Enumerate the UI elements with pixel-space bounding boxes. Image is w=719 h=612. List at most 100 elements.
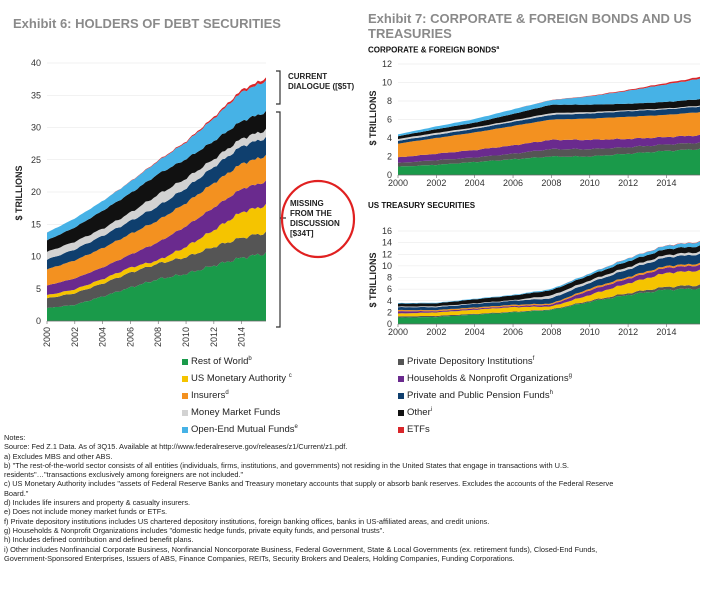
note-line: i) Other includes Nonfinancial Corporate…	[4, 544, 598, 554]
missing-highlight-circle	[280, 179, 356, 259]
legend-label: Private Depository Institutions	[407, 356, 533, 368]
y-tick-label: 30	[31, 123, 41, 133]
legend-footnote-mark: g	[568, 373, 572, 379]
callout-missing-line2: FROM THE	[290, 209, 332, 218]
x-tick-label: 2000	[388, 327, 408, 337]
callout-missing-line1: MISSING	[290, 199, 324, 208]
legend-swatch	[182, 409, 188, 416]
notes-section: Notes: Source: Fed Z.1 Data. As of 3Q15.…	[4, 433, 714, 563]
legend-item: Private and Public Pension Fundsh	[398, 390, 553, 401]
area-open-end-mutual-funds	[398, 78, 700, 137]
y-tick-label: 10	[382, 78, 392, 88]
us-treasury-subtitle: US TREASURY SECURITIES	[368, 201, 476, 210]
corporate-foreign-bonds-chart: 0 2 4 6 8 10 12 2000 2002 2004 2006 2008 2010 2012 201…	[382, 59, 700, 188]
legend-item: ETFs	[398, 424, 430, 435]
area-insurers	[47, 154, 266, 286]
area-households-nonprofit-organizations	[398, 134, 700, 163]
x-tick-label: 2004	[465, 178, 485, 188]
x-tick-label: 2008	[541, 327, 561, 337]
y-tick-label: 14	[382, 238, 392, 248]
y-tick-label: 25	[31, 155, 41, 165]
y-tick-label: 4	[387, 133, 392, 143]
notes-title: Notes:	[4, 433, 26, 442]
x-tick-label: 2004	[98, 327, 108, 347]
area-households-nonprofit-organizations	[398, 264, 700, 314]
subtitle1-text: CORPORATE & FOREIGN BONDS	[368, 45, 497, 55]
exhibit7-title-line1: Exhibit 7: CORPORATE & FOREIGN BONDS AND…	[368, 11, 692, 26]
note-line: Government-Sponsored Enterprises, Issuer…	[4, 553, 515, 563]
notes-lines: Source: Fed Z.1 Data. As of 3Q15. Availa…	[4, 442, 714, 563]
area-money-market-funds	[398, 251, 700, 308]
x-tick-label: 2000	[42, 327, 52, 347]
y-tick-label: 15	[31, 219, 41, 229]
exhibit6-title: Exhibit 6: HOLDERS OF DEBT SECURITIES	[13, 16, 281, 31]
y-tick-label: 5	[36, 284, 41, 294]
legend-item: US Monetary Authority c	[182, 373, 292, 384]
legend-label: Open-End Mutual Funds	[191, 424, 295, 436]
x-tick-label: 2008	[153, 327, 163, 347]
note-line: b) "The rest-of-the-world sector consist…	[4, 460, 569, 470]
area-etfs	[398, 76, 700, 135]
legend-swatch	[182, 375, 188, 382]
note-line: Source: Fed Z.1 Data. As of 3Q15. Availa…	[4, 442, 348, 452]
legend-footnote-mark: b	[248, 356, 252, 362]
area-private-depository-institutions	[398, 142, 700, 167]
x-tick-label: 2006	[503, 178, 523, 188]
note-line: h) Includes defined contribution and def…	[4, 535, 194, 545]
y-tick-label: 0	[36, 316, 41, 326]
area-rest-of-world	[398, 287, 700, 324]
area-rest-of-world	[398, 148, 700, 175]
legend-label: US Monetary Authority	[191, 373, 289, 385]
x-tick-label: 2012	[618, 327, 638, 337]
area-open-end-mutual-funds	[47, 80, 266, 241]
area-private-depository-institutions	[398, 284, 700, 318]
note-line: a) Excludes MBS and other ABS.	[4, 451, 113, 461]
callout-current-line2: DIALOGUE ([$5T)	[288, 82, 355, 91]
area-households-nonprofit-organizations	[47, 180, 266, 295]
legend-swatch	[398, 375, 404, 382]
x-tick-label: 2006	[503, 327, 523, 337]
y-tick-label: 10	[31, 252, 41, 262]
current-bracket	[276, 70, 281, 105]
area-rest-of-world	[47, 252, 266, 321]
note-line: e) Does not include money market funds o…	[4, 507, 168, 517]
y-tick-label: 2	[387, 152, 392, 162]
legend-swatch	[398, 426, 404, 433]
note-line: c) US Monetary Authority includes "asset…	[4, 479, 614, 489]
y-tick-label: 8	[387, 96, 392, 106]
legend-footnote-mark: h	[549, 390, 553, 396]
y-tick-label: 0	[387, 319, 392, 329]
legend-item: Rest of Worldb	[182, 356, 252, 367]
note-line: residents"…"transactions exclusively amo…	[4, 470, 244, 480]
y-tick-label: 12	[382, 249, 392, 259]
y-tick-label: 16	[382, 226, 392, 236]
exhibit6-chart: 0 5 10 15 20 25 30 35 40 2000 2002 2004 2006 2008 2010…	[31, 58, 266, 347]
y-tick-label: 35	[31, 90, 41, 100]
x-tick-label: 2010	[181, 327, 191, 347]
x-tick-label: 2000	[388, 178, 408, 188]
legend-label: ETFs	[407, 424, 430, 435]
area-money-market-funds	[47, 128, 266, 260]
corporate-foreign-bonds-subtitle: CORPORATE & FOREIGN BONDSa	[368, 45, 499, 55]
area-private-and-public-pension-funds	[398, 106, 700, 144]
x-tick-label: 2008	[541, 178, 561, 188]
legend-item: Insurersd	[182, 390, 229, 401]
legend-swatch	[398, 358, 404, 365]
subtitle1-sup: a	[496, 45, 500, 51]
legend-label: Other	[407, 407, 431, 419]
callout-missing-line4: [$34T]	[290, 229, 314, 238]
exhibit7-ylabel-top: $ TRILLIONS	[368, 90, 378, 145]
exhibit7-title: Exhibit 7: CORPORATE & FOREIGN BONDS AND…	[368, 11, 692, 41]
legend-item: Open-End Mutual Fundse	[182, 424, 298, 435]
note-line: Board."	[4, 488, 29, 498]
legend-label: Rest of World	[191, 356, 249, 368]
callout-current-line1: CURRENT	[288, 72, 328, 81]
y-tick-label: 10	[382, 261, 392, 271]
x-tick-label: 2010	[580, 327, 600, 337]
x-tick-label: 2002	[426, 327, 446, 337]
legend-swatch	[398, 392, 404, 399]
y-tick-label: 12	[382, 59, 392, 69]
exhibit7-ylabel-bottom: $ TRILLIONS	[368, 252, 378, 307]
